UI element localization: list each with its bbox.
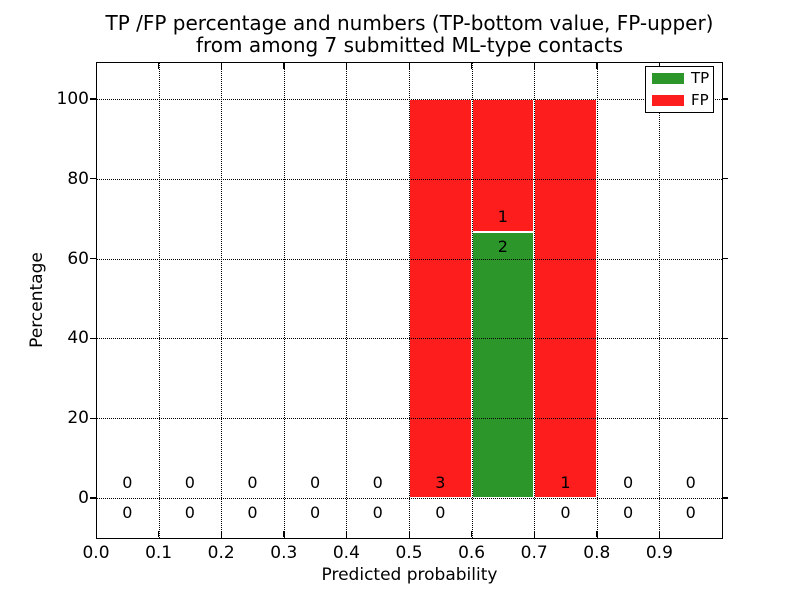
x-gridline [283,62,285,538]
tp-count-label: 0 [560,503,571,522]
x-tick-top [220,63,222,69]
tp-count-label: 0 [372,503,383,522]
tp-count-label: 0 [310,503,321,522]
y-gridline [96,99,722,100]
x-gridline [409,62,410,538]
x-gridline [158,62,160,538]
fp-count-label: 0 [247,473,258,492]
tp-count-label: 0 [685,503,696,522]
tp-color-swatch [652,73,684,84]
legend-entry-tp: TP [652,71,713,86]
x-tick-label: 0.0 [82,543,110,563]
y-gridline [96,498,722,499]
chart-title-line-1: TP /FP percentage and numbers (TP-bottom… [105,11,714,35]
x-tick-bottom [283,531,285,537]
x-tick-bottom [533,531,535,537]
tp-count-label: 0 [247,503,258,522]
x-gridline [471,62,473,538]
y-gridline [96,258,722,260]
y-tick-left [90,178,96,180]
x-tick-top [345,63,348,69]
x-tick-top [408,63,410,69]
x-tick-label: 0.9 [645,543,673,563]
x-tick-label: 0.5 [395,543,423,563]
x-axis-label: Predicted probability [321,565,498,585]
y-tick-label: 100 [56,89,89,109]
tp-count-label: 0 [122,503,133,522]
y-tick-label: 40 [67,328,89,349]
x-gridline [659,62,661,538]
y-tick-left [90,337,96,340]
tp-count-label: 0 [435,503,446,522]
fp-bar-segment [534,99,597,498]
fp-count-label: 1 [560,473,571,492]
y-tick-right [722,337,728,340]
y-tick-label: 0 [78,488,89,508]
y-tick-left [90,98,96,100]
y-tick-left [90,497,96,499]
x-tick-label: 0.2 [207,543,235,563]
fp-color-swatch [652,95,684,106]
x-tick-bottom [345,531,348,537]
chart-title-line-2: from among 7 submitted ML-type contacts [195,33,624,57]
x-tick-bottom [220,531,222,537]
y-tick-right [722,258,728,260]
fp-count-label: 0 [372,473,383,492]
y-gridline [96,178,722,180]
tp-bar-segment [471,231,535,498]
y-tick-label: 80 [67,168,89,189]
x-tick-bottom [471,531,473,537]
fp-count-label: 1 [497,206,508,226]
x-tick-top [471,63,473,69]
legend-label-tp: TP [691,69,710,87]
legend: TP FP [645,66,714,113]
fp-count-label: 0 [122,473,133,492]
x-tick-top [95,63,97,69]
fp-count-label: 0 [623,473,634,492]
x-tick-top [533,63,535,69]
y-tick-label: 20 [67,408,89,429]
fp-count-label: 0 [310,473,321,492]
y-tick-right [722,417,728,419]
x-tick-top [596,63,598,69]
y-tick-right [722,497,728,499]
x-gridline [596,62,598,538]
y-tick-left [90,258,96,260]
x-gridline [534,62,536,538]
y-tick-right [722,98,728,100]
x-gridline [221,62,223,538]
x-tick-bottom [158,531,160,537]
x-tick-label: 0.8 [583,543,611,563]
x-tick-label: 0.6 [458,543,486,563]
x-tick-label: 0.4 [332,543,360,563]
x-tick-top [283,63,285,69]
x-tick-label: 0.3 [270,543,298,563]
y-gridline [96,418,722,420]
tp-count-label: 0 [623,503,634,522]
y-tick-label: 60 [67,248,89,269]
y-tick-right [722,178,728,180]
tp-count-label: 2 [497,236,508,256]
tp-count-label: 0 [184,503,195,522]
x-tick-bottom [408,531,410,537]
fp-count-label: 3 [435,473,446,492]
fp-bar-segment [471,99,535,232]
x-tick-bottom [596,531,598,537]
fp-bar-segment [409,99,472,498]
legend-entry-fp: FP [652,93,713,108]
legend-label-fp: FP [691,91,709,109]
x-tick-label: 0.7 [520,543,548,563]
fp-count-label: 0 [685,473,696,492]
x-tick-bottom [658,531,661,537]
x-tick-bottom [95,531,97,537]
x-tick-top [158,63,160,69]
x-gridline [346,62,348,538]
x-tick-label: 0.1 [145,543,173,563]
y-gridline [96,338,722,340]
fp-count-label: 0 [184,473,195,492]
y-tick-left [90,417,96,419]
